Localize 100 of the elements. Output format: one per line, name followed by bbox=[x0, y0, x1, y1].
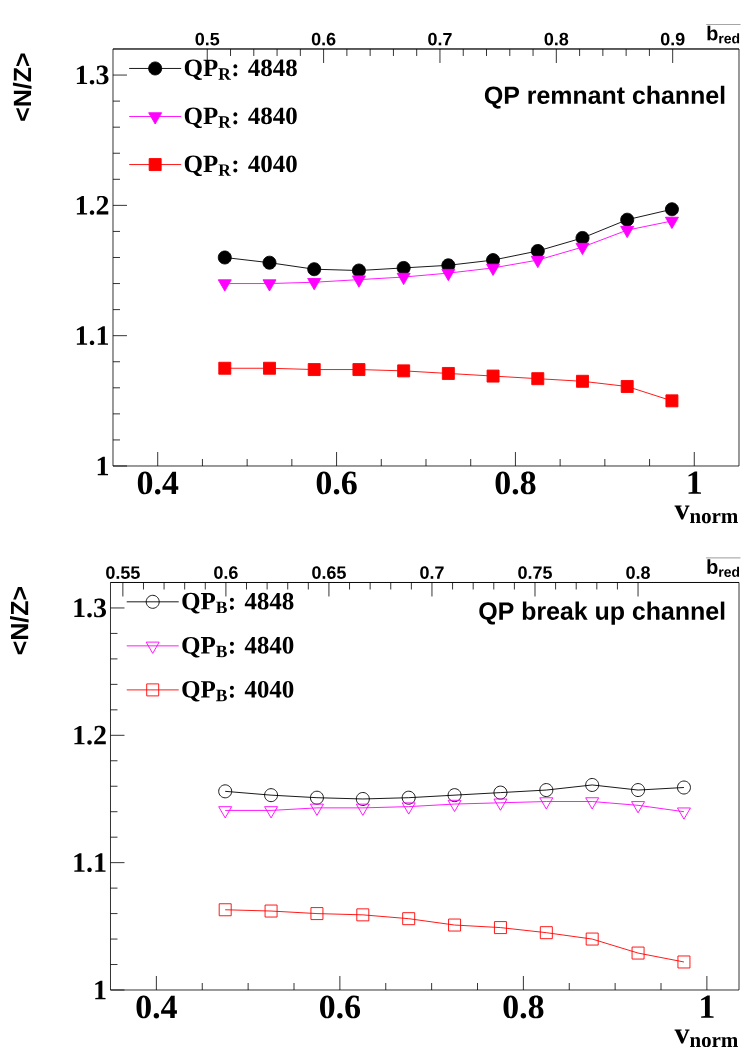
point bbox=[677, 955, 691, 969]
point bbox=[585, 932, 599, 946]
point bbox=[396, 272, 411, 285]
point bbox=[539, 926, 553, 940]
point bbox=[631, 946, 645, 960]
x2-tick-label: 0.7 bbox=[420, 566, 444, 579]
x-tick-label: 0.8 bbox=[495, 471, 536, 495]
point bbox=[575, 242, 590, 256]
point bbox=[631, 801, 646, 814]
point bbox=[264, 806, 279, 819]
text: QP break up channel bbox=[479, 601, 725, 625]
point bbox=[585, 778, 600, 792]
point bbox=[576, 374, 589, 388]
x-tick-label: 0.8 bbox=[503, 995, 544, 1019]
x-axis-title: v$_{norm}$ bbox=[674, 505, 738, 524]
legend-label: QP$_{B}$: 4040 bbox=[182, 680, 294, 702]
point bbox=[218, 806, 233, 819]
x-tick-label: 0.6 bbox=[316, 471, 357, 495]
x2-tick-label: 0.8 bbox=[626, 566, 650, 579]
x2-tick-label: 0.6 bbox=[214, 566, 238, 579]
point bbox=[217, 250, 232, 265]
y-tick-label: 1.1 bbox=[74, 853, 106, 873]
point bbox=[355, 803, 370, 816]
y-tick-label: 1.2 bbox=[74, 725, 106, 745]
point bbox=[448, 918, 462, 932]
point bbox=[531, 372, 545, 386]
point bbox=[530, 244, 545, 258]
point bbox=[218, 361, 232, 375]
legend-label: QP$_{B}$: 4840 bbox=[182, 636, 294, 658]
point bbox=[351, 275, 366, 288]
point bbox=[664, 216, 679, 229]
point bbox=[264, 904, 278, 918]
y-axis-title: <N/Z> bbox=[10, 587, 29, 655]
point bbox=[397, 364, 411, 378]
point bbox=[447, 799, 462, 813]
x2-tick-label: 0.9 bbox=[660, 32, 685, 46]
x2-tick-label: 0.65 bbox=[312, 566, 346, 579]
point bbox=[494, 921, 507, 935]
point bbox=[665, 394, 679, 408]
point bbox=[493, 798, 508, 811]
point bbox=[217, 279, 232, 292]
y-tick-label: 1.3 bbox=[74, 598, 107, 618]
x-tick-label: 0.6 bbox=[320, 995, 361, 1019]
x2-tick-label: 0.5 bbox=[195, 32, 220, 46]
point bbox=[310, 907, 324, 921]
legend-label: QP$_{R}$: 4848 bbox=[184, 59, 297, 81]
y-tick-label: 1.3 bbox=[76, 65, 109, 85]
text: QP remnant channel bbox=[484, 85, 725, 109]
point bbox=[441, 268, 456, 282]
point bbox=[401, 790, 416, 805]
point bbox=[539, 797, 554, 810]
point bbox=[218, 903, 232, 917]
x-axis-title: v$_{norm}$ bbox=[674, 1029, 738, 1047]
point bbox=[620, 380, 634, 393]
y-axis-title: <N/Z> bbox=[12, 53, 32, 121]
point bbox=[631, 783, 646, 798]
x-tick-label: 1 bbox=[701, 995, 714, 1018]
y-tick-label: 1.1 bbox=[76, 326, 109, 346]
point bbox=[530, 255, 545, 269]
legend-label: QP$_{R}$: 4040 bbox=[184, 155, 297, 177]
x2-tick-label: 0.8 bbox=[544, 32, 569, 46]
point bbox=[355, 792, 370, 806]
point bbox=[620, 225, 635, 239]
legend-label: QP$_{B}$: 4848 bbox=[182, 592, 294, 614]
point bbox=[620, 212, 635, 227]
point bbox=[262, 255, 277, 270]
point bbox=[447, 788, 462, 803]
x-tick-label: 0.4 bbox=[137, 471, 179, 495]
point bbox=[307, 363, 321, 377]
point bbox=[664, 202, 679, 217]
y-tick-label: 1 bbox=[97, 456, 109, 476]
x2-tick-label: 0.55 bbox=[106, 566, 140, 579]
point bbox=[402, 912, 416, 926]
point bbox=[310, 803, 324, 816]
point bbox=[401, 802, 416, 815]
x-tick-label: 0.4 bbox=[136, 995, 177, 1019]
point bbox=[585, 797, 600, 810]
x2-tick-label: 0.7 bbox=[428, 32, 452, 46]
x2-axis-title: b$_{red}$ bbox=[707, 559, 740, 577]
point bbox=[307, 262, 322, 277]
point bbox=[441, 367, 455, 380]
point bbox=[396, 260, 411, 275]
point bbox=[486, 369, 500, 383]
x-tick-label: 1 bbox=[688, 471, 701, 494]
point bbox=[493, 785, 508, 800]
point bbox=[677, 780, 691, 795]
point bbox=[264, 788, 279, 803]
point bbox=[539, 783, 554, 798]
point bbox=[486, 263, 501, 276]
y-tick-label: 1 bbox=[95, 980, 106, 1000]
point bbox=[263, 361, 276, 375]
x2-axis-title: b$_{red}$ bbox=[707, 25, 740, 44]
point bbox=[575, 230, 590, 245]
x2-tick-label: 0.75 bbox=[518, 566, 552, 579]
point bbox=[307, 278, 322, 291]
y-tick-label: 1.2 bbox=[76, 195, 109, 215]
point bbox=[677, 807, 691, 820]
point bbox=[309, 790, 324, 805]
legend-label: QP$_{R}$: 4840 bbox=[184, 107, 297, 129]
point bbox=[262, 279, 277, 292]
